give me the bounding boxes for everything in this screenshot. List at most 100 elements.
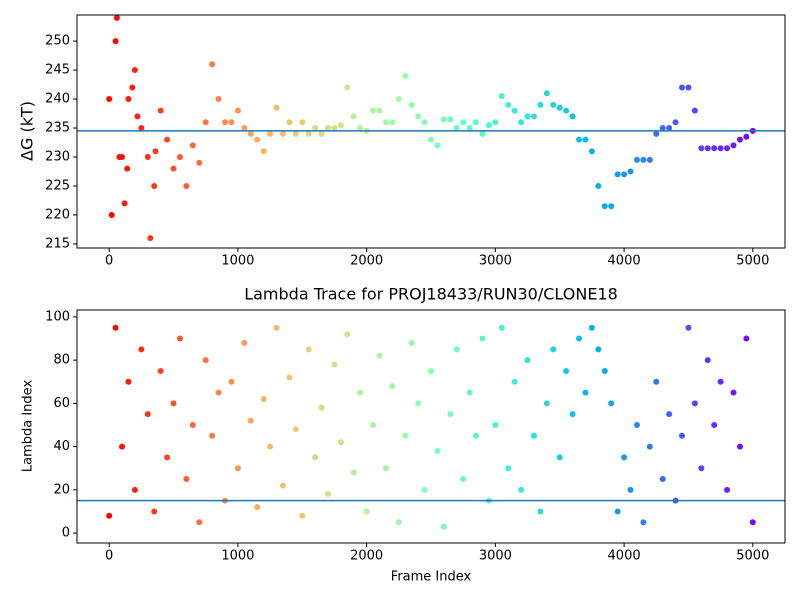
point [505,101,512,108]
point [402,432,409,439]
point [254,504,261,511]
point [569,113,576,120]
x-tick-label: 5000 [736,549,769,564]
y-tick-label: 60 [53,396,70,411]
point [196,159,203,166]
point [196,519,203,526]
chart-title: Lambda Trace for PROJ18433/RUN30/CLONE18 [244,285,618,304]
point [530,432,537,439]
point [595,182,602,189]
point [119,443,126,450]
point [202,357,209,364]
point [157,107,164,114]
point [119,154,126,161]
point [608,203,615,210]
point [267,443,274,450]
point [152,148,159,155]
point [717,378,724,385]
point [711,145,718,152]
point [743,133,750,140]
point [260,148,267,155]
point [537,101,544,108]
point [305,346,312,353]
point [633,421,640,428]
point [440,523,447,530]
y-tick-label: 100 [45,309,70,324]
point [395,96,402,103]
point [292,130,299,137]
point [183,182,190,189]
x-tick-label: 0 [105,254,113,269]
point [112,38,119,45]
point [511,378,518,385]
point [498,93,505,100]
point [106,96,113,103]
point [279,482,286,489]
point [724,486,731,493]
point [147,235,154,242]
point [518,486,525,493]
point [447,116,454,123]
point [357,389,364,396]
point [376,352,383,359]
point [241,125,248,132]
point [685,324,692,331]
point [434,142,441,149]
point [164,136,171,143]
point [337,122,344,129]
point [106,512,113,519]
point [582,389,589,396]
point [215,96,222,103]
point [550,346,557,353]
x-axis-label: Frame Index [391,570,472,585]
point [222,119,229,126]
point [537,508,544,515]
point [479,335,486,342]
x-tick-label: 3000 [479,254,512,269]
point [138,125,145,132]
point [415,400,422,407]
point [633,156,640,163]
point [511,107,518,114]
point [466,389,473,396]
point [428,367,434,374]
point [653,130,660,137]
point [113,15,120,21]
point [550,101,557,108]
point [129,84,136,91]
point [312,454,319,461]
point [234,107,241,114]
point [698,465,705,472]
point [621,171,628,178]
point [267,130,274,137]
point [247,417,254,424]
point [659,476,666,483]
point [666,125,673,132]
point [286,119,293,126]
point [209,432,216,439]
y-tick-label: 40 [53,439,70,454]
point [370,421,377,428]
point [170,400,177,407]
point [344,331,351,338]
point [286,374,293,381]
point [241,339,248,346]
point [724,145,731,152]
point [588,148,595,155]
point [144,154,151,161]
point [659,125,666,132]
point [312,125,319,132]
point [447,411,454,418]
point [524,357,531,364]
y-tick-label: 235 [45,121,70,136]
point [492,421,499,428]
point [646,156,653,163]
point [563,107,570,114]
point [292,426,299,433]
point [112,324,119,331]
y-tick-label: 250 [45,34,70,49]
y-tick-label: 80 [53,353,70,368]
point [254,136,261,143]
point [183,476,190,483]
